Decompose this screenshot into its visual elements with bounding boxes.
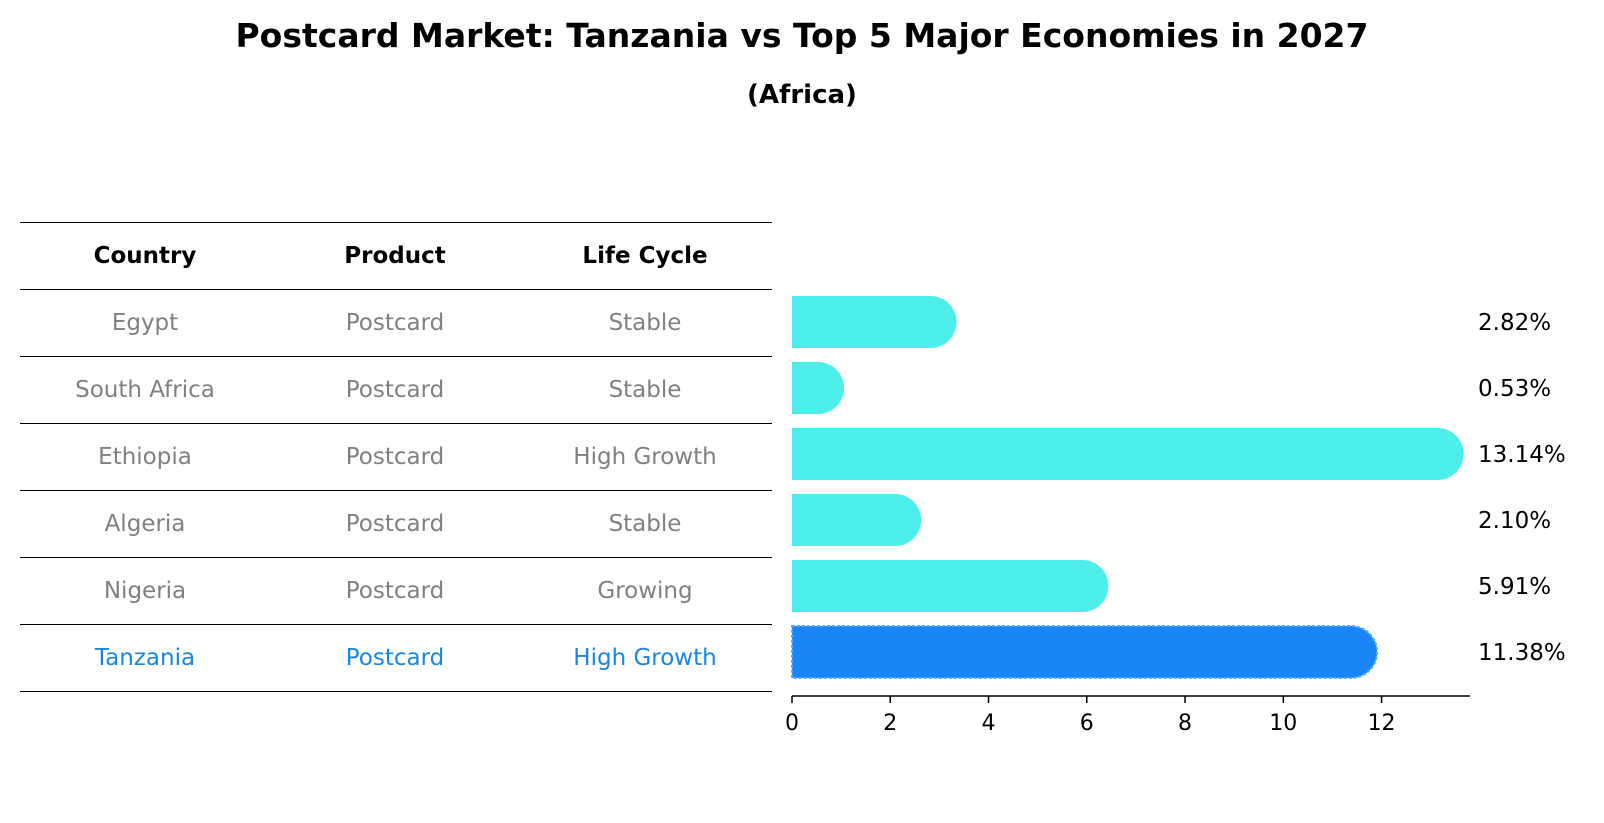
bar-value-label: 2.82% [1478,310,1551,336]
x-tick-label: 0 [785,711,799,736]
bar-value-label: 0.53% [1478,376,1551,402]
chart-title: Postcard Market: Tanzania vs Top 5 Major… [235,16,1369,55]
bar-value-label: 13.14% [1478,442,1566,468]
x-tick-label: 8 [1178,711,1192,736]
header-product: Product [344,243,446,269]
product-cell: Postcard [345,578,445,604]
bar [791,625,1379,679]
product-cell: Postcard [345,377,445,403]
x-tick-label: 6 [1080,711,1094,736]
product-cell: Postcard [345,511,445,537]
header-country: Country [93,243,197,269]
bar [792,362,845,414]
life-cycle-cell: Growing [597,578,693,604]
x-tick-label: 2 [883,711,897,736]
product-cell: Postcard [345,444,445,470]
bar-value-label: 5.91% [1478,574,1551,600]
product-cell: Postcard [345,645,445,671]
x-tick-label: 10 [1269,711,1297,736]
product-cell: Postcard [345,310,445,336]
life-cycle-cell: Stable [608,310,682,336]
bar [792,560,1109,612]
bar [792,296,957,348]
country-cell: Algeria [104,511,186,537]
header-life-cycle: Life Cycle [582,243,708,269]
bar-value-label: 2.10% [1478,508,1551,534]
table-row-highlighted: Tanzania Postcard High Growth [20,624,772,692]
life-cycle-cell: Stable [608,377,682,403]
table-row: South Africa Postcard Stable [20,356,772,423]
table-row: Egypt Postcard Stable [20,289,772,356]
x-tick-label: 12 [1368,711,1396,736]
table-row: Ethiopia Postcard High Growth [20,423,772,490]
x-tick-label: 4 [982,711,996,736]
country-cell: Tanzania [94,645,196,671]
data-table: Country Product Life Cycle Egypt Postcar… [20,222,772,692]
country-cell: Egypt [111,310,179,336]
life-cycle-cell: High Growth [573,645,717,671]
country-cell: Nigeria [103,578,187,604]
country-cell: South Africa [75,377,215,403]
bar [792,428,1464,480]
chart-subtitle: (Africa) [747,80,857,110]
country-cell: Ethiopia [98,444,192,470]
bar [792,494,922,546]
table-row: Nigeria Postcard Growing [20,557,772,624]
bar-value-label: 11.38% [1478,640,1566,666]
table-header-row: Country Product Life Cycle [20,222,772,289]
life-cycle-cell: Stable [608,511,682,537]
life-cycle-cell: High Growth [573,444,717,470]
table-row: Algeria Postcard Stable [20,490,772,557]
